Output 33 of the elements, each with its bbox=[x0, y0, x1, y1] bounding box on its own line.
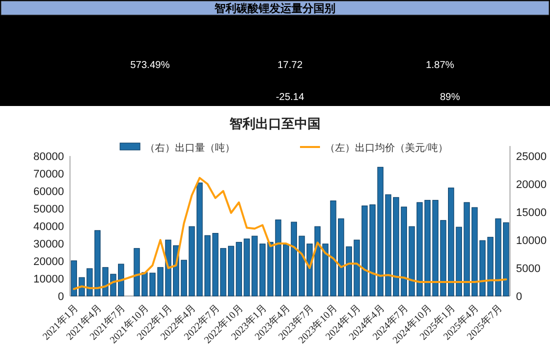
bar bbox=[204, 235, 211, 296]
bar bbox=[479, 240, 486, 296]
y2-tick-label: 5000 bbox=[516, 263, 540, 275]
y2-tick-label: 25000 bbox=[516, 151, 547, 163]
chart-title: 智利出口至中国 bbox=[228, 116, 320, 131]
legend-label: （左）出口均价（美元/吨） bbox=[325, 142, 448, 154]
y2-tick-label: 20000 bbox=[516, 179, 547, 191]
text: 573.49% bbox=[130, 60, 170, 71]
y-tick-label: 60000 bbox=[33, 186, 64, 198]
y2-tick-label: 10000 bbox=[516, 235, 547, 247]
y-tick-label: 0 bbox=[58, 291, 64, 303]
y-tick-label: 20000 bbox=[33, 256, 64, 268]
y-tick-label: 40000 bbox=[33, 221, 64, 233]
text: -25.14 bbox=[276, 92, 305, 103]
text: 89% bbox=[440, 92, 460, 103]
y-tick-label: 80000 bbox=[33, 151, 64, 163]
bar bbox=[259, 244, 266, 296]
bar bbox=[369, 204, 376, 296]
y-tick-label: 50000 bbox=[33, 204, 64, 216]
y-tick-label: 70000 bbox=[33, 168, 64, 180]
bar bbox=[149, 272, 156, 296]
y-tick-label: 30000 bbox=[33, 238, 64, 250]
text: 17.72 bbox=[277, 60, 303, 71]
y2-tick-label: 0 bbox=[516, 291, 522, 303]
bar bbox=[424, 200, 431, 296]
y-tick-label: 10000 bbox=[33, 274, 64, 286]
y2-tick-label: 15000 bbox=[516, 207, 547, 219]
bar bbox=[314, 226, 321, 296]
legend-label: （右）出口量（吨） bbox=[145, 142, 235, 154]
text: 1.87% bbox=[426, 60, 454, 71]
bar bbox=[94, 230, 101, 296]
text: 智利碳酸锂发运量分国别 bbox=[214, 2, 336, 15]
line-series bbox=[72, 176, 508, 290]
